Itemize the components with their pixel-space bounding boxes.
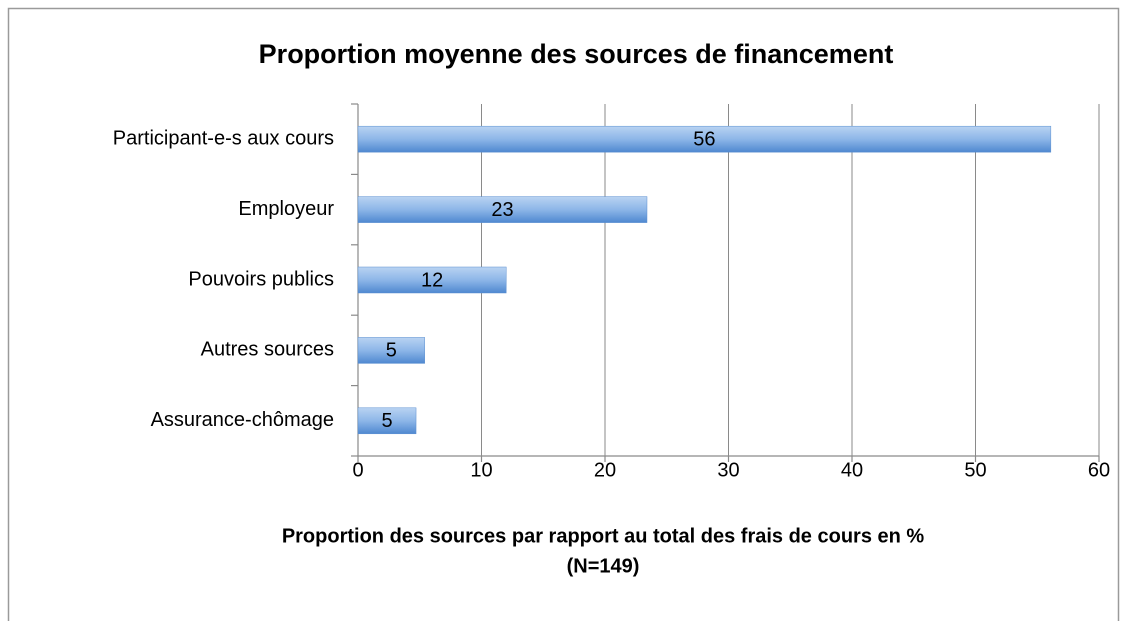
x-tick-label: 60 <box>1088 459 1110 481</box>
x-axis-title: Proportion des sources par rapport au to… <box>282 525 925 547</box>
bar <box>357 337 425 364</box>
chart-frame <box>7 7 1120 621</box>
data-label: 5 <box>386 340 397 362</box>
x-tick-label: 0 <box>352 459 363 481</box>
bar <box>357 125 1052 153</box>
x-tick-label: 10 <box>470 459 492 481</box>
bar <box>357 266 507 294</box>
x-tick-label: 40 <box>841 459 863 481</box>
x-tick-label: 20 <box>594 459 616 481</box>
data-label: 5 <box>381 410 392 432</box>
y-tick-label: Pouvoirs publics <box>188 268 334 290</box>
x-tick-label: 30 <box>717 459 739 481</box>
y-tick-label: Employeur <box>238 198 334 220</box>
y-tick-label: Participant-e-s aux cours <box>113 127 334 149</box>
chart-title: Proportion moyenne des sources de financ… <box>259 39 894 69</box>
bar <box>357 196 648 223</box>
data-label: 12 <box>421 269 443 291</box>
y-tick-label: Assurance-chômage <box>151 409 334 431</box>
bar <box>357 407 417 435</box>
data-label: 23 <box>491 199 513 221</box>
x-tick-label: 50 <box>964 459 986 481</box>
data-label: 56 <box>693 128 715 150</box>
y-tick-label: Autres sources <box>201 339 334 361</box>
x-axis-title: (N=149) <box>567 555 640 577</box>
